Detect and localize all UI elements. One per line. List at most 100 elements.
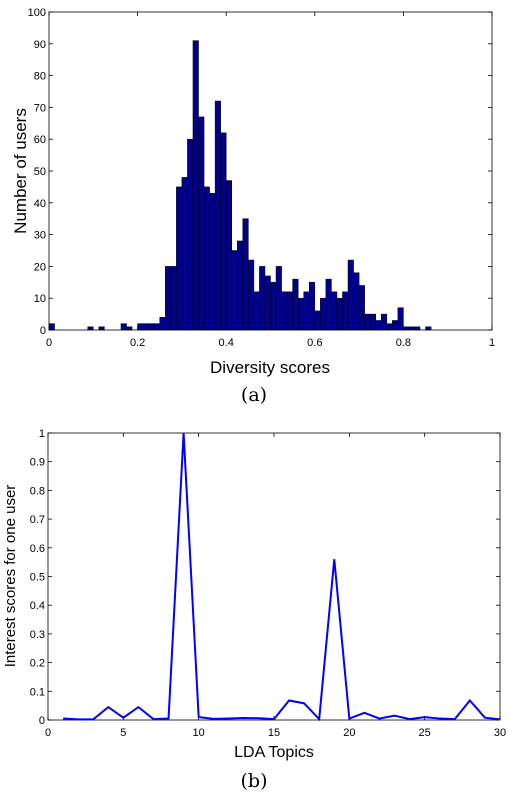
y-tick-label: 0.8 [30, 485, 45, 497]
bar-series [48, 40, 432, 331]
histogram-bar [358, 285, 365, 331]
histogram-bar [153, 323, 160, 331]
y-tick-label: 100 [28, 7, 46, 19]
y-tick-label: 40 [34, 198, 46, 210]
x-tick-label: 0.8 [396, 337, 411, 349]
x-tick-label: 1 [489, 337, 495, 349]
histogram-bar [259, 266, 266, 331]
histogram-bar [275, 266, 282, 331]
histogram-bar [347, 259, 354, 331]
x-axis-ticks: 0 5 10 15 20 25 30 [45, 433, 506, 739]
x-axis-ticks: 0 0.2 0.4 0.6 0.8 1 [46, 12, 495, 349]
y-tick-label: 70 [34, 102, 46, 114]
y-tick-label: 0.2 [30, 658, 45, 670]
y-axis-ticks: 0 0.1 0.2 0.3 0.4 0.5 0.6 0.7 0.8 0.9 1 [30, 428, 500, 727]
histogram-bar [209, 193, 216, 331]
y-tick-label: 0 [40, 325, 46, 337]
y-axis-ticks: 0 10 20 30 40 50 60 70 80 90 100 [28, 7, 492, 337]
x-tick-label: 0 [46, 337, 52, 349]
histogram-bar [159, 317, 166, 331]
histogram-bar [314, 310, 321, 331]
histogram-bar [309, 282, 316, 331]
histogram-bar [187, 138, 194, 331]
histogram-bar [225, 180, 232, 331]
histogram-bar [331, 291, 338, 331]
histogram-bar [248, 259, 255, 331]
x-tick-label: 20 [343, 727, 355, 739]
histogram-bar [364, 313, 371, 331]
histogram-bar [87, 326, 94, 331]
histogram-bar [369, 313, 376, 331]
histogram-bar [286, 291, 293, 331]
interest-score-line [63, 432, 501, 722]
x-tick-label: 0.6 [307, 337, 322, 349]
histogram-bar [203, 186, 210, 331]
histogram-bar [386, 323, 393, 331]
x-axis-label: Diversity scores [210, 358, 330, 377]
y-tick-label: 0.4 [30, 600, 45, 612]
y-tick-label: 1 [39, 428, 45, 440]
histogram-bar [375, 320, 382, 331]
y-tick-label: 10 [34, 293, 46, 305]
y-tick-label: 0.6 [30, 543, 45, 555]
x-tick-label: 10 [193, 727, 205, 739]
y-tick-label: 60 [34, 134, 46, 146]
histogram-bar [336, 297, 343, 331]
histogram-bar [48, 323, 55, 331]
plot-area [47, 432, 501, 721]
histogram-bar [292, 278, 299, 331]
y-tick-label: 0.9 [30, 457, 45, 469]
y-tick-label: 90 [34, 39, 46, 51]
y-tick-label: 50 [34, 166, 46, 178]
histogram-bar [220, 132, 227, 331]
y-tick-label: 0.1 [30, 686, 45, 698]
histogram-bar [303, 291, 310, 331]
histogram-bar [237, 240, 244, 331]
histogram-bar [198, 116, 205, 331]
y-axis-label: Number of users [11, 108, 30, 234]
x-tick-label: 0 [45, 727, 51, 739]
y-tick-label: 20 [34, 261, 46, 273]
figure-caption: (b) [241, 770, 268, 792]
line-chart: 0 5 10 15 20 25 30 0 0.1 0.2 0.3 0.4 0.5 0.6 0.7 0.8 0.… [2, 428, 506, 792]
y-tick-label: 0.5 [30, 572, 45, 584]
x-tick-label: 30 [494, 727, 506, 739]
histogram-bar [120, 323, 127, 331]
histogram-bar [325, 278, 332, 331]
histogram-bar [137, 323, 144, 331]
x-tick-label: 15 [268, 727, 280, 739]
histogram-bar [264, 275, 271, 331]
histogram-bar [392, 320, 399, 331]
histogram-bar [281, 291, 288, 331]
y-tick-label: 0.7 [30, 514, 45, 526]
histogram-bar [98, 326, 105, 331]
histogram-bar [270, 282, 277, 331]
histogram-bar [403, 326, 410, 331]
histogram-bar [142, 323, 149, 331]
figure-caption: (a) [241, 384, 267, 406]
histogram-bar [148, 323, 155, 331]
histogram-bar [353, 272, 360, 331]
histogram-bar [408, 326, 415, 331]
histogram-bar [192, 40, 199, 331]
y-tick-label: 0 [39, 715, 45, 727]
histogram-bar [242, 218, 249, 331]
histogram-bar [181, 177, 188, 331]
x-tick-label: 0.2 [130, 337, 145, 349]
x-tick-label: 25 [419, 727, 431, 739]
histogram-bar [414, 326, 421, 331]
histogram-bar [381, 313, 388, 331]
histogram-bar [253, 291, 260, 331]
histogram-bar [297, 297, 304, 331]
histogram-bar [126, 326, 133, 331]
y-axis-label: Interest scores for one user [2, 485, 19, 668]
histogram-bar [176, 186, 183, 331]
histogram-bar [397, 307, 404, 331]
histogram-chart: 0 0.2 0.4 0.6 0.8 1 0 10 20 30 40 50 60 70 80 90 100 Di… [11, 7, 495, 406]
x-tick-label: 5 [120, 727, 126, 739]
histogram-bar [170, 266, 177, 331]
x-tick-label: 0.4 [219, 337, 234, 349]
x-axis-label: LDA Topics [234, 744, 314, 761]
y-tick-label: 30 [34, 230, 46, 242]
histogram-bar [165, 266, 172, 331]
